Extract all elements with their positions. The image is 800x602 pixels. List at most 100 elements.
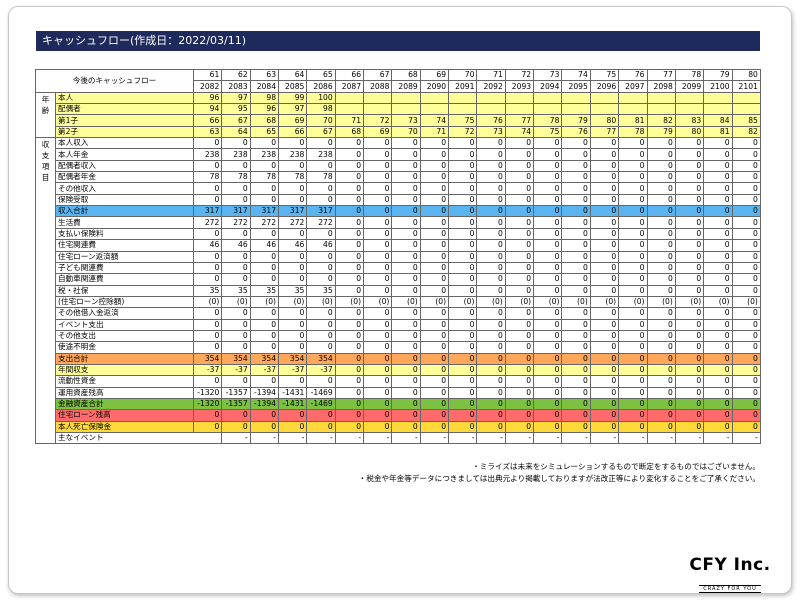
value-cell: 0 [391, 409, 421, 422]
value-cell: 272 [306, 216, 336, 229]
value-cell: (0) [192, 295, 223, 309]
value-cell: - [533, 431, 563, 445]
value-cell: 0 [221, 420, 251, 434]
value-cell: (0) [533, 295, 563, 309]
table-row: 年間収支 -37 -37 -37 -37 -37 0 0 0 0 0 0 0 0 0 0 0 0 0 0 0 [36, 363, 761, 377]
year-cell: 2096 [589, 80, 620, 93]
value-cell [533, 103, 563, 116]
row-label: 使途不明金 [55, 341, 194, 354]
value-cell: 0 [731, 375, 761, 388]
value-cell: 0 [504, 363, 535, 377]
value-cell: 0 [448, 409, 478, 422]
value-cell: 0 [278, 409, 308, 422]
value-cell: 0 [192, 261, 223, 275]
value-cell: 0 [561, 216, 591, 229]
value-cell: 0 [476, 159, 506, 173]
year-cell: 2095 [561, 80, 591, 93]
value-cell: 0 [476, 227, 506, 241]
value-cell: 0 [278, 227, 308, 241]
group-char: 齢 [41, 105, 50, 115]
value-cell: 0 [533, 182, 563, 195]
value-cell: 0 [703, 159, 733, 173]
value-cell: - [674, 431, 705, 445]
value-cell: 0 [221, 273, 251, 286]
value-cell: 0 [561, 352, 591, 365]
value-cell: 0 [618, 352, 648, 365]
value-cell: 0 [646, 159, 676, 173]
value-cell: 0 [334, 363, 365, 377]
value-cell: 98 [249, 91, 280, 105]
value-cell: - [363, 431, 393, 445]
value-cell: 77 [589, 125, 620, 139]
value-cell: 0 [703, 227, 733, 241]
table-row: 子ども関連費 0 0 0 0 0 0 0 0 0 0 0 0 0 0 0 0 0 0 0 0 [36, 261, 761, 275]
value-cell: 0 [561, 273, 591, 286]
value-cell [731, 91, 761, 105]
value-cell: 0 [448, 261, 478, 275]
value-cell: 76 [561, 125, 591, 139]
value-cell: 97 [221, 91, 251, 105]
value-cell: 0 [334, 193, 365, 207]
value-cell: 0 [504, 216, 535, 229]
value-cell: 0 [192, 250, 223, 263]
value-cell: 0 [504, 148, 535, 161]
value-cell: 0 [618, 409, 648, 422]
value-cell: 96 [192, 91, 223, 105]
value-cell: 0 [504, 239, 535, 252]
value-cell: 0 [674, 193, 705, 207]
value-cell: 0 [703, 420, 733, 434]
value-cell: 0 [363, 148, 393, 161]
value-cell: 0 [334, 205, 365, 218]
table-row: その他支出 0 0 0 0 0 0 0 0 0 0 0 0 0 0 0 0 0 0 0 0 [36, 329, 761, 343]
value-cell: 0 [618, 386, 648, 399]
value-cell: 0 [192, 307, 223, 320]
value-cell: 0 [533, 227, 563, 241]
value-cell: 0 [306, 318, 336, 331]
value-cell: 0 [448, 171, 478, 184]
value-cell [703, 91, 733, 105]
value-cell: 0 [249, 273, 280, 286]
value-cell: 0 [731, 352, 761, 365]
value-cell: 0 [589, 341, 620, 354]
value-cell: 0 [589, 205, 620, 218]
value-cell: 0 [391, 137, 421, 150]
row-label: 住宅ローン返済額 [55, 250, 194, 263]
value-cell: 0 [391, 193, 421, 207]
value-cell: -1357 [221, 397, 251, 411]
value-cell: 0 [561, 420, 591, 434]
value-cell: - [221, 431, 251, 445]
value-cell: 71 [334, 114, 365, 127]
value-cell: 0 [334, 386, 365, 399]
value-cell: 0 [533, 239, 563, 252]
value-cell: 0 [504, 273, 535, 286]
value-cell: 0 [533, 273, 563, 286]
value-cell: 0 [221, 250, 251, 263]
value-cell: 0 [703, 329, 733, 343]
age-cell: 72 [504, 68, 535, 82]
value-cell: 0 [731, 363, 761, 377]
value-cell: 0 [561, 171, 591, 184]
value-cell: (0) [363, 295, 393, 309]
value-cell: 0 [561, 375, 591, 388]
value-cell: 0 [476, 375, 506, 388]
value-cell: 0 [646, 227, 676, 241]
value-cell: 0 [334, 261, 365, 275]
value-cell: 46 [278, 239, 308, 252]
value-cell: 81 [703, 125, 733, 139]
value-cell: 0 [618, 397, 648, 411]
value-cell: -1394 [249, 386, 280, 399]
value-cell: 83 [674, 114, 705, 127]
value-cell [703, 103, 733, 116]
table-row: 年齢本人 96 97 98 99 100 [35, 91, 761, 139]
value-cell: 78 [533, 114, 563, 127]
age-cell: 65 [306, 68, 336, 82]
value-cell: (0) [674, 295, 705, 309]
value-cell: 0 [674, 375, 705, 388]
value-cell: 238 [221, 148, 251, 161]
value-cell: 0 [363, 137, 393, 150]
value-cell: 0 [391, 307, 421, 320]
value-cell: 0 [334, 284, 365, 297]
value-cell: 0 [589, 307, 620, 320]
value-cell: 65 [249, 125, 280, 139]
value-cell: 0 [192, 273, 223, 286]
